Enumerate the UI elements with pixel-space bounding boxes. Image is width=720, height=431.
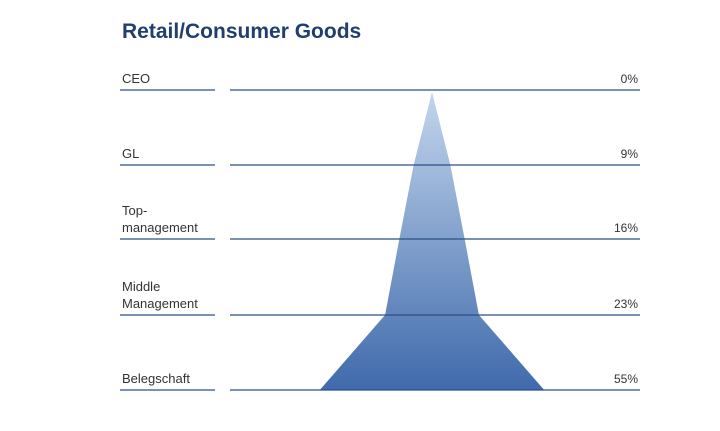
value-label: 23% bbox=[613, 297, 638, 311]
chart-title: Retail/Consumer Goods bbox=[122, 20, 362, 43]
value-label: 16% bbox=[613, 221, 638, 235]
pyramid bbox=[319, 92, 545, 390]
value-label: 55% bbox=[613, 372, 638, 386]
category-label: GL bbox=[122, 146, 140, 161]
value-label: 9% bbox=[620, 147, 638, 161]
category-label: Belegschaft bbox=[122, 371, 190, 386]
value-label: 0% bbox=[620, 72, 638, 86]
category-label: Middle Management bbox=[122, 279, 198, 311]
category-label: Top- management bbox=[122, 203, 198, 235]
category-label: CEO bbox=[122, 71, 151, 86]
